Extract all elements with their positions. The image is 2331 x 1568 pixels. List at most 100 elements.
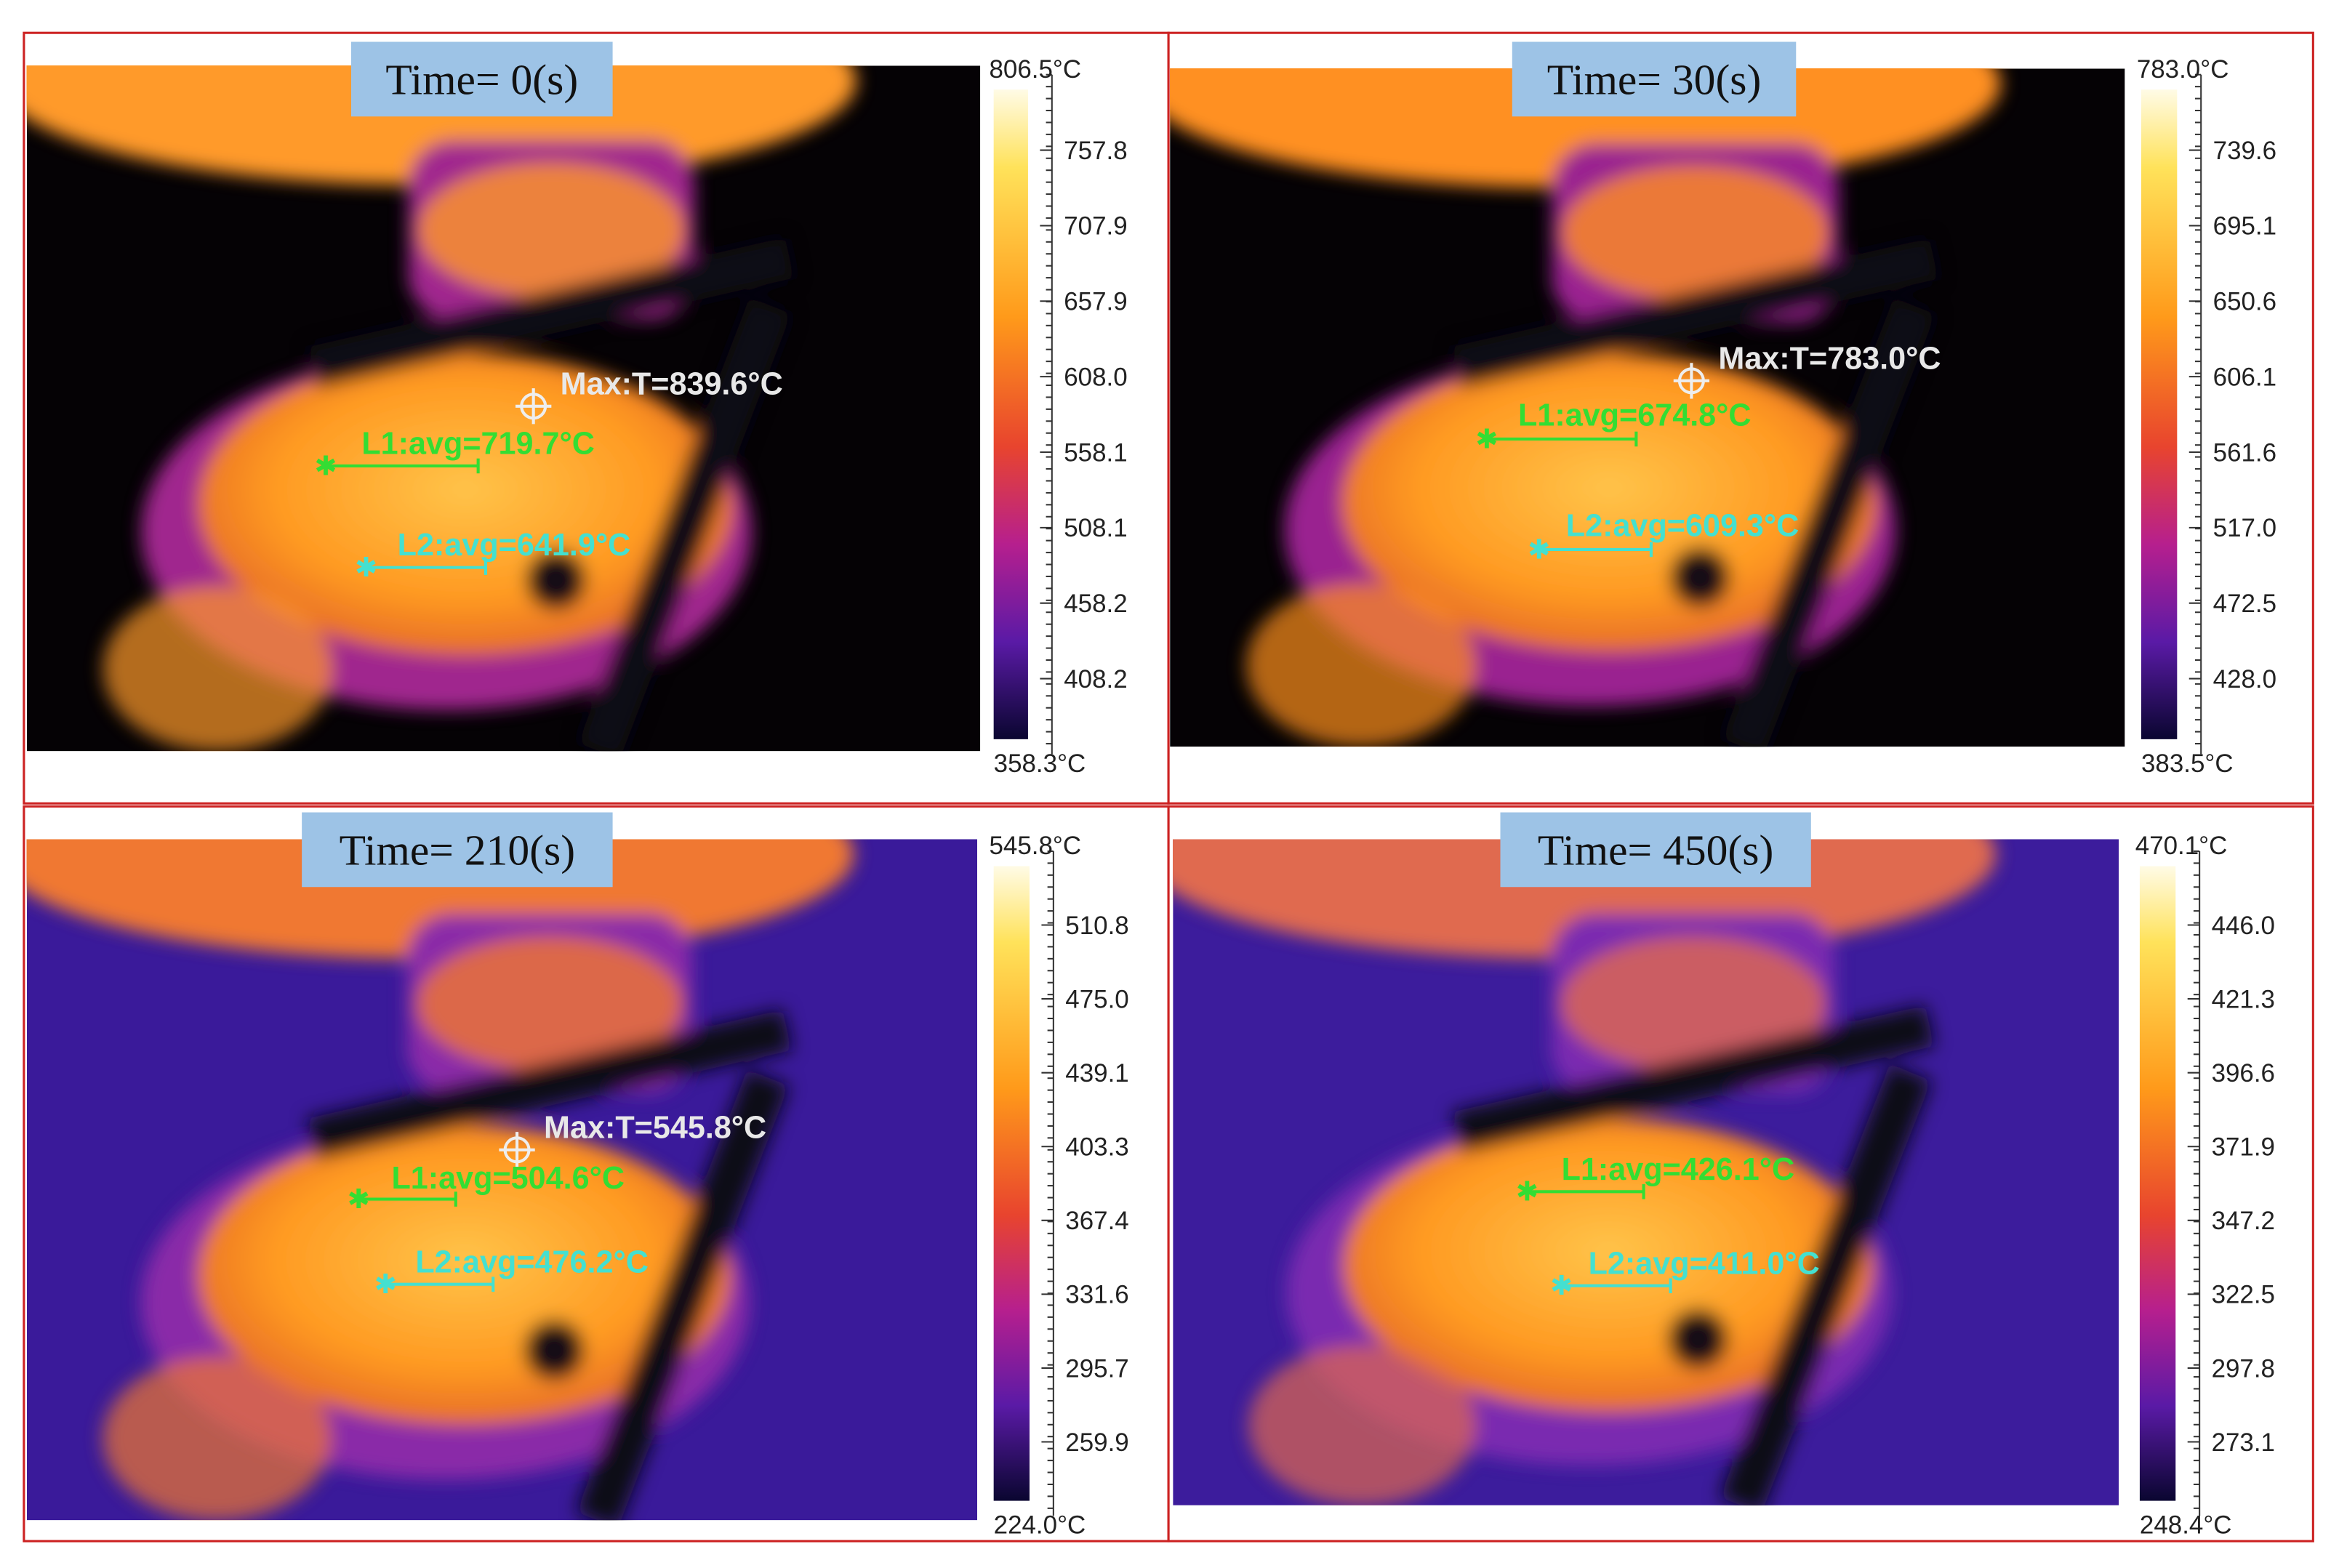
- time-label: Time= 30(s): [1547, 55, 1762, 103]
- housing-hot: [417, 162, 685, 297]
- scale-max: 783.0°C: [2137, 55, 2229, 84]
- max-label: Max:T=783.0°C: [1718, 341, 1941, 376]
- max-label: Max:T=839.6°C: [561, 366, 783, 401]
- scale-tick-label: 259.9: [1065, 1428, 1128, 1457]
- thermal-image: [26, 839, 978, 1521]
- strut: [1722, 297, 1936, 747]
- scale-tick-label: 408.2: [1064, 665, 1127, 693]
- scale-tick-label: 695.1: [2213, 212, 2276, 241]
- scale-tick-label: 322.5: [2212, 1281, 2275, 1309]
- body: [198, 353, 733, 656]
- scale-tick-label: 608.0: [1064, 363, 1127, 391]
- body: [1341, 353, 1877, 652]
- lower-part: [103, 587, 332, 752]
- hole: [1668, 1308, 1728, 1369]
- hole: [524, 1319, 585, 1380]
- measure-start: ✱: [1516, 1177, 1538, 1207]
- image-blur: [26, 839, 854, 1521]
- hole: [526, 550, 586, 610]
- scale-tick-label: 403.3: [1065, 1133, 1128, 1162]
- scale-tick-label: 739.6: [2213, 137, 2276, 165]
- scale-tick-label: 331.6: [1065, 1281, 1128, 1309]
- strut: [1720, 1064, 1932, 1505]
- body: [198, 1125, 731, 1426]
- image-blur: [26, 65, 856, 752]
- scale-min: 383.5°C: [2141, 749, 2234, 778]
- thermal-image: [26, 65, 981, 752]
- scale-tick-label: 371.9: [2212, 1133, 2275, 1162]
- hole: [1669, 547, 1730, 608]
- scale-tick-label: 446.0: [2212, 912, 2275, 940]
- rod: [308, 237, 795, 388]
- lower-part: [1246, 584, 1476, 747]
- scale-tick-label: 396.6: [2212, 1059, 2275, 1087]
- scale-tick-label: 458.2: [1064, 590, 1127, 618]
- rod: [1451, 238, 1939, 387]
- measure-label: L1:avg=674.8°C: [1518, 398, 1752, 433]
- max-label: Max:T=545.8°C: [544, 1110, 766, 1145]
- housing-hot: [1560, 936, 1826, 1071]
- color-bar: [993, 866, 1030, 1501]
- scale-tick-label: 421.3: [2212, 985, 2275, 1013]
- measure-start: ✱: [348, 1184, 370, 1214]
- time-box: [302, 812, 613, 888]
- strut: [577, 297, 792, 752]
- scale-tick-label: 347.2: [2212, 1207, 2275, 1235]
- color-bar: [993, 89, 1028, 739]
- strut: [576, 1069, 790, 1521]
- scale-min: 358.3°C: [994, 749, 1086, 778]
- scale-tick-label: 273.1: [2212, 1428, 2275, 1457]
- scale-tick-label: 650.6: [2213, 288, 2276, 316]
- scale-min: 224.0°C: [994, 1511, 1086, 1540]
- scale-max: 806.5°C: [989, 55, 1081, 84]
- time-box: [350, 41, 613, 117]
- body: [1343, 1119, 1873, 1412]
- lower-part: [103, 1356, 332, 1521]
- rod: [307, 1009, 793, 1159]
- panel: Max:T=783.0°C ✱ L1:avg=674.8°C ✱ L2:avg=609.…: [1167, 31, 2314, 805]
- scale-tick-label: 472.5: [2213, 590, 2276, 618]
- measure-label: L1:avg=426.1°C: [1562, 1152, 1795, 1187]
- measure-start: ✱: [315, 451, 337, 481]
- panel: Max:T=545.8°C ✱ L1:avg=504.6°C ✱ L2:avg=476.…: [23, 805, 1170, 1543]
- housing-hot: [416, 936, 683, 1071]
- measure-label: L1:avg=719.7°C: [361, 427, 595, 462]
- scale-tick-label: 439.1: [1065, 1059, 1128, 1087]
- scale-tick-label: 707.9: [1064, 212, 1127, 241]
- scale-tick-label: 517.0: [2213, 514, 2276, 542]
- lower-part: [1248, 1345, 1476, 1505]
- scale-tick-label: 510.8: [1065, 912, 1128, 940]
- scale-tick-label: 428.0: [2213, 665, 2276, 693]
- image-blur: [1170, 68, 2001, 747]
- thermal-image: [1170, 68, 2125, 747]
- scale-min: 248.4°C: [2140, 1511, 2232, 1540]
- time-label: Time= 210(s): [340, 826, 575, 874]
- time-label: Time= 450(s): [1538, 826, 1773, 874]
- measure-start: ✱: [374, 1269, 397, 1299]
- scale-tick-label: 475.0: [1065, 985, 1128, 1013]
- color-bar: [2141, 89, 2178, 739]
- thermal-image: [1173, 839, 2119, 1505]
- color-bar: [2139, 866, 2176, 1501]
- scale-tick-label: 757.8: [1064, 137, 1127, 165]
- scale-tick-label: 295.7: [1065, 1354, 1128, 1383]
- scale-tick-label: 297.8: [2212, 1354, 2275, 1383]
- scale-tick-label: 657.9: [1064, 288, 1127, 316]
- measure-label: L2:avg=641.9°C: [398, 528, 631, 563]
- measure-start: ✱: [1475, 424, 1498, 454]
- measure-start: ✱: [355, 552, 377, 582]
- measure-start: ✱: [1528, 534, 1550, 564]
- scale-tick-label: 561.6: [2213, 438, 2276, 467]
- panel: Max:T=839.6°C ✱ L1:avg=719.7°C ✱ L2:avg=641.…: [23, 31, 1170, 805]
- scale-tick-label: 558.1: [1064, 438, 1127, 467]
- measure-label: L2:avg=411.0°C: [1589, 1246, 1820, 1281]
- time-box: [1500, 812, 1811, 888]
- panel: ✱ L1:avg=426.1°C ✱ L2:avg=411.0°C Time= 450(…: [1167, 805, 2314, 1543]
- measure-start: ✱: [1550, 1271, 1573, 1300]
- rod: [1452, 1005, 1935, 1153]
- scale-max: 470.1°C: [2135, 832, 2228, 860]
- measure-label: L1:avg=504.6°C: [391, 1161, 625, 1196]
- measure-label: L2:avg=609.3°C: [1566, 508, 1800, 543]
